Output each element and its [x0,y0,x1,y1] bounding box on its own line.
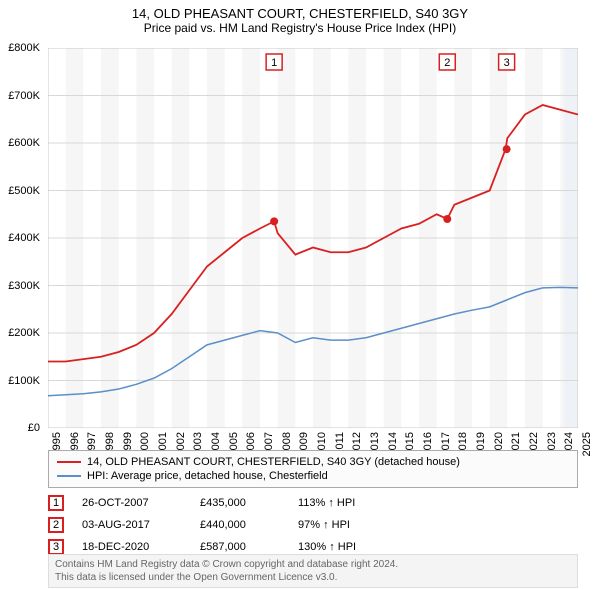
svg-text:1: 1 [271,57,277,69]
sale-table: 1 26-OCT-2007 £435,000 113% ↑ HPI 2 03-AUG-20… [48,492,578,558]
legend: 14, OLD PHEASANT COURT, CHESTERFIELD, S4… [48,450,578,488]
y-axis: £0£100K£200K£300K£400K£500K£600K£700K£80… [0,48,44,428]
legend-label: 14, OLD PHEASANT COURT, CHESTERFIELD, S4… [87,456,460,468]
legend-swatch [57,461,81,463]
y-tick-label: £500K [8,185,40,197]
attribution-line1: Contains HM Land Registry data © Crown c… [55,558,571,571]
chart-area: 1 2 3 [48,48,578,428]
sale-date: 03-AUG-2017 [82,519,182,531]
legend-item: 14, OLD PHEASANT COURT, CHESTERFIELD, S4… [57,455,569,469]
y-tick-label: £200K [8,327,40,339]
sale-hpi: 113% ↑ HPI [298,497,388,509]
sale-marker: 1 [48,495,64,511]
sale-hpi: 97% ↑ HPI [298,519,388,531]
legend-item: HPI: Average price, detached house, Ches… [57,469,569,483]
y-tick-label: £300K [8,280,40,292]
x-axis: 1995199619971998199920002001200220032004… [48,428,578,448]
y-tick-label: £700K [8,90,40,102]
y-tick-label: £0 [28,422,40,434]
sale-price: £435,000 [200,497,280,509]
sale-hpi: 130% ↑ HPI [298,541,388,553]
title-main: 14, OLD PHEASANT COURT, CHESTERFIELD, S4… [0,6,600,21]
sale-marker: 3 [48,539,64,555]
sale-price: £587,000 [200,541,280,553]
sale-date: 18-DEC-2020 [82,541,182,553]
chart-svg: 1 2 3 [48,48,578,428]
sale-price: £440,000 [200,519,280,531]
y-tick-label: £600K [8,137,40,149]
chart-container: 14, OLD PHEASANT COURT, CHESTERFIELD, S4… [0,0,600,590]
legend-swatch [57,475,81,477]
attribution: Contains HM Land Registry data © Crown c… [48,554,578,588]
sale-date: 26-OCT-2007 [82,497,182,509]
attribution-line2: This data is licensed under the Open Gov… [55,571,571,584]
x-tick-label: 2025 [581,432,593,456]
y-tick-label: £400K [8,232,40,244]
sale-marker: 2 [48,517,64,533]
sale-row: 2 03-AUG-2017 £440,000 97% ↑ HPI [48,514,578,536]
title-sub: Price paid vs. HM Land Registry's House … [0,21,600,35]
svg-text:2: 2 [444,57,450,69]
sale-row: 1 26-OCT-2007 £435,000 113% ↑ HPI [48,492,578,514]
legend-label: HPI: Average price, detached house, Ches… [87,470,328,482]
title-area: 14, OLD PHEASANT COURT, CHESTERFIELD, S4… [0,0,600,37]
y-tick-label: £800K [8,42,40,54]
svg-text:3: 3 [504,57,510,69]
y-tick-label: £100K [8,375,40,387]
